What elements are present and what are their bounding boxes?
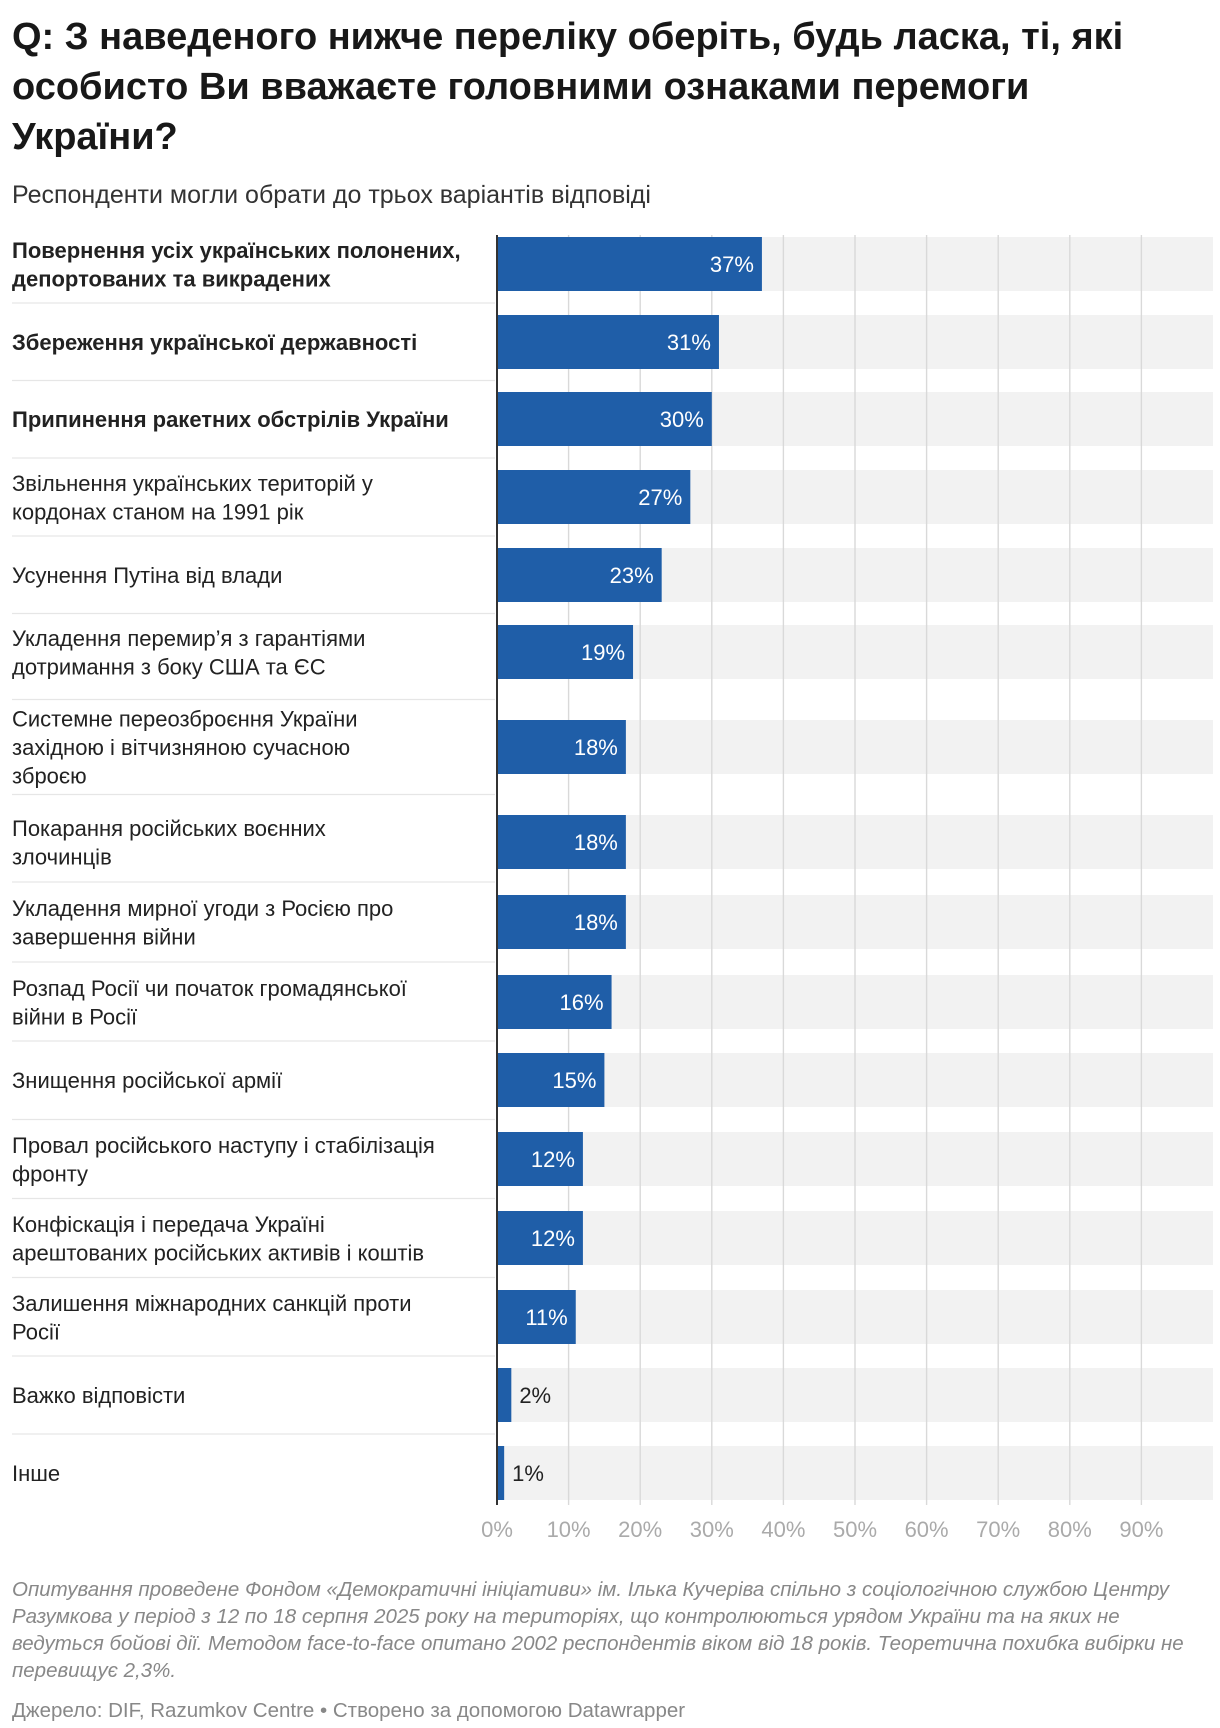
category-label-line: злочинців	[12, 844, 112, 869]
category-label-line: західною і вітчизняною сучасною	[12, 735, 350, 760]
bar	[497, 1290, 576, 1344]
value-label: 12%	[531, 1226, 575, 1251]
category-label: Укладення перемир’я з гарантіями дотриман…	[12, 626, 365, 680]
category-label-line: Усунення Путіна від влади	[12, 563, 282, 588]
category-label-line: завершення війни	[12, 924, 196, 949]
category-label-line: Росії	[12, 1319, 60, 1344]
value-label: 11%	[525, 1305, 567, 1330]
value-label: 23%	[610, 563, 654, 588]
category-label-line: Покарання російських воєнних	[12, 816, 326, 841]
survey-notes: Опитування проведене Фондом «Демократичн…	[12, 1578, 1184, 1682]
value-label: 30%	[660, 407, 704, 432]
chart-subtitle: Респонденти могли обрати до трьох варіан…	[12, 181, 651, 209]
bar	[497, 1446, 505, 1500]
tick-label: 10%	[547, 1517, 591, 1542]
category-label-line: дотримання з боку США та ЄС	[12, 654, 326, 679]
tick-label: 20%	[618, 1517, 662, 1542]
category-label-line: депортованих та викрадених	[12, 266, 331, 291]
chart-title: Q: З наведеного нижче переліку оберіть, …	[12, 16, 1124, 158]
category-label-line: фронту	[12, 1161, 88, 1186]
value-label: 18%	[574, 910, 618, 935]
value-label: 15%	[552, 1068, 596, 1093]
bar	[497, 237, 762, 291]
bar-chart: 0% 10% 20% 30% 40% 50% 60% 70% 80% 90% 37% Повернен…	[12, 235, 1213, 1542]
category-label: Збереження української державності	[12, 330, 417, 355]
tick-label: 70%	[976, 1517, 1020, 1542]
category-label: Усунення Путіна від влади	[12, 563, 282, 588]
category-label-line: зброєю	[12, 764, 87, 789]
value-label: 12%	[531, 1147, 575, 1172]
bar	[497, 1132, 583, 1186]
category-label: Провал російського наступу і стабілізаці…	[12, 1133, 435, 1187]
bar	[497, 548, 662, 602]
tick-label: 30%	[690, 1517, 734, 1542]
category-label-line: Повернення усіх українських полонених,	[12, 238, 461, 263]
category-label-line: Системне переозброєння України	[12, 707, 358, 732]
category-label: Важко відповісти	[12, 1383, 185, 1408]
value-label: 18%	[574, 830, 618, 855]
category-label-line: Знищення російської армії	[12, 1068, 282, 1093]
category-label: Системне переозброєння України західною і…	[12, 707, 358, 789]
value-label: 27%	[638, 485, 682, 510]
category-label-line: Укладення перемир’я з гарантіями	[12, 626, 365, 651]
value-label: 2%	[519, 1383, 551, 1408]
category-label-line: Збереження української державності	[12, 330, 417, 355]
bar	[497, 625, 634, 679]
bar	[497, 1211, 583, 1265]
value-label: 37%	[710, 252, 754, 277]
category-label-line: Інше	[12, 1461, 60, 1486]
category-label-line: кордонах станом на 1991 рік	[12, 499, 304, 524]
bar	[497, 975, 612, 1029]
value-label: 31%	[667, 330, 711, 355]
category-label: Інше	[12, 1461, 60, 1486]
category-label: Припинення ракетних обстрілів України	[12, 407, 449, 432]
value-label: 18%	[574, 735, 618, 760]
category-label: Звільнення українських територій у кордон…	[12, 471, 373, 525]
bar	[497, 895, 626, 949]
category-label: Повернення усіх українських полонених, де…	[12, 238, 461, 292]
category-label: Залишення міжнародних санкцій проти Росії	[12, 1291, 412, 1345]
category-label: Конфіскація і передача Україні арештовани…	[12, 1212, 424, 1266]
value-label: 16%	[560, 990, 604, 1015]
tick-label: 0%	[481, 1517, 513, 1542]
category-label: Укладення мирної угоди з Росією про завер…	[12, 896, 393, 950]
category-label-line: Укладення мирної угоди з Росією про	[12, 896, 393, 921]
bar	[497, 1053, 605, 1107]
category-label-line: війни в Росії	[12, 1004, 137, 1029]
tick-label: 50%	[833, 1517, 877, 1542]
value-label: 1%	[512, 1461, 544, 1486]
tick-label: 90%	[1119, 1517, 1163, 1542]
tick-label: 80%	[1048, 1517, 1092, 1542]
bar	[497, 392, 712, 446]
category-label: Покарання російських воєнних злочинців	[12, 816, 326, 870]
bar	[497, 470, 691, 524]
bar	[497, 1368, 512, 1422]
bar	[497, 720, 626, 774]
category-label: Розпад Росії чи початок громадянської вій…	[12, 976, 407, 1030]
category-label-line: Важко відповісти	[12, 1383, 185, 1408]
category-label-line: Провал російського наступу і стабілізаці…	[12, 1133, 435, 1158]
category-label-line: Залишення міжнародних санкцій проти	[12, 1291, 412, 1316]
category-label-line: Розпад Росії чи початок громадянської	[12, 976, 407, 1001]
value-label: 19%	[581, 640, 625, 665]
tick-label: 60%	[905, 1517, 949, 1542]
tick-label: 40%	[761, 1517, 805, 1542]
category-label-line: Конфіскація і передача Україні	[12, 1212, 325, 1237]
bar	[497, 815, 626, 869]
category-label-line: Припинення ракетних обстрілів України	[12, 407, 449, 432]
bar	[497, 315, 719, 369]
source-credit: Джерело: DIF, Razumkov Centre • Створено…	[12, 1699, 686, 1722]
category-label-line: арештованих російських активів і коштів	[12, 1240, 424, 1265]
category-label-line: Звільнення українських територій у	[12, 471, 373, 496]
category-label: Знищення російської армії	[12, 1068, 282, 1093]
